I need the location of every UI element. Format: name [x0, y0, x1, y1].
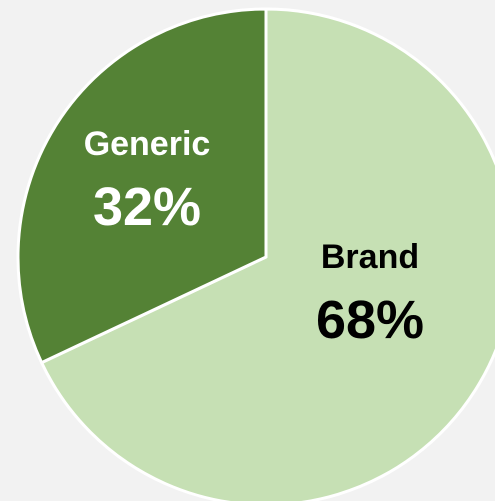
- brand-percent: 68%: [316, 290, 424, 350]
- slice-label-generic: Generic 32%: [84, 125, 211, 237]
- slice-label-brand: Brand 68%: [316, 238, 424, 350]
- pie-slice-generic: [16, 7, 268, 365]
- brand-label: Brand: [321, 238, 419, 276]
- pie-slices: [16, 7, 495, 501]
- generic-percent: 32%: [93, 177, 201, 237]
- generic-label: Generic: [84, 125, 211, 163]
- pie-slice-brand: [40, 7, 495, 501]
